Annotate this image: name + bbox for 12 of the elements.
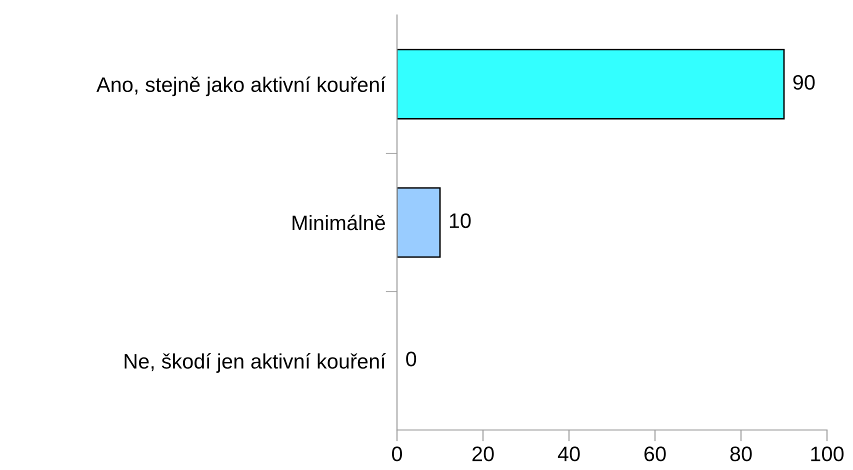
x-tick-label: 0 (392, 446, 402, 462)
x-tick-label: 100 (811, 446, 844, 462)
x-tick-label: 80 (730, 446, 752, 462)
data-label: 10 (450, 213, 471, 228)
data-label: 0 (406, 352, 416, 366)
data-label: 90 (793, 75, 815, 90)
x-tick-label: 40 (558, 446, 580, 462)
y-tick-label: Minimálně (292, 214, 385, 230)
y-tick-label: Ne, škodí jen aktivní kouření (124, 353, 386, 373)
x-tick-label: 20 (472, 446, 494, 462)
y-tick-label: Ano, stejně jako aktivní kouření (96, 76, 386, 96)
x-tick-label: 60 (644, 446, 666, 462)
